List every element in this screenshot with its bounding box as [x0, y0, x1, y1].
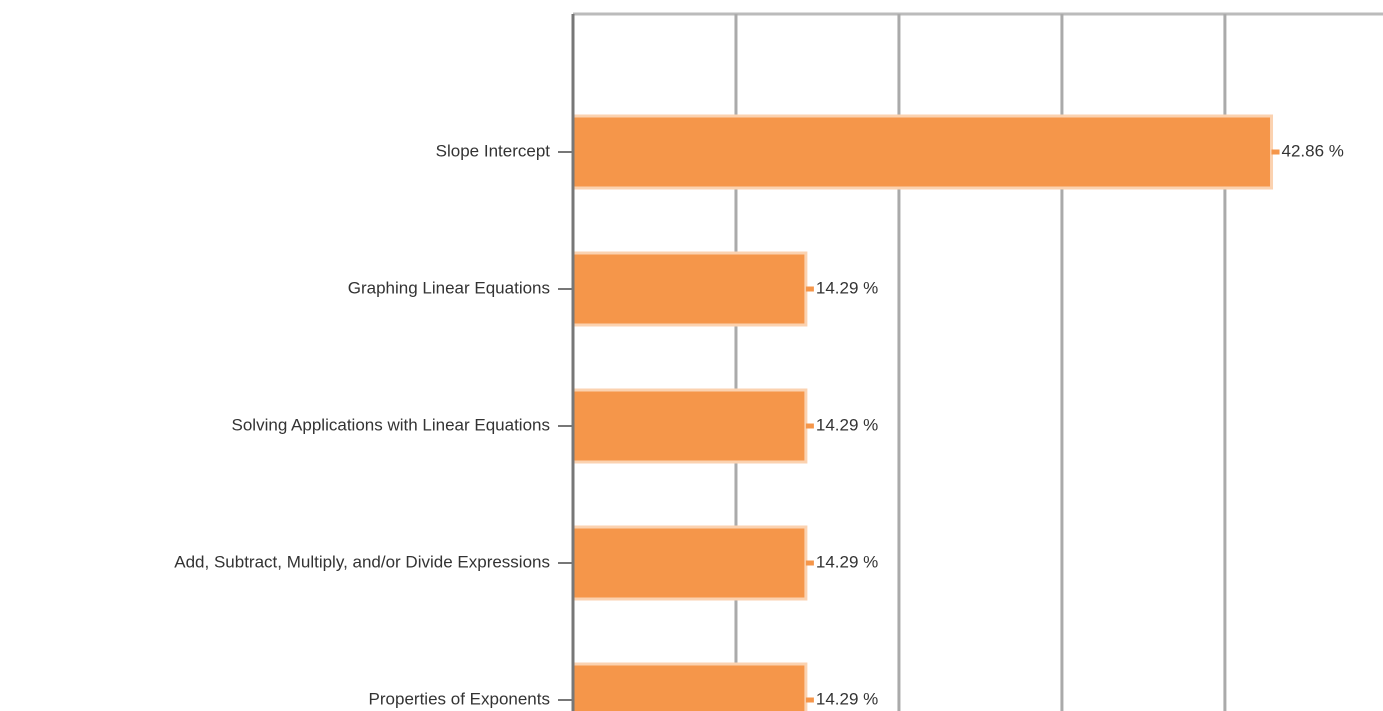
y-tick-label: Solving Applications with Linear Equatio…: [232, 415, 550, 434]
y-tick-label: Slope Intercept: [436, 141, 551, 160]
y-tick-label: Graphing Linear Equations: [348, 278, 550, 297]
y-tick-label: Properties of Exponents: [369, 689, 550, 708]
value-label: 14.29 %: [816, 415, 878, 434]
value-label: 14.29 %: [816, 552, 878, 571]
value-label: 14.29 %: [816, 278, 878, 297]
value-label: 42.86 %: [1282, 141, 1344, 160]
y-tick-label: Add, Subtract, Multiply, and/or Divide E…: [174, 552, 550, 571]
value-label: 14.29 %: [816, 689, 878, 708]
bar: [571, 251, 808, 327]
bar: [571, 114, 1274, 190]
bar: [571, 662, 808, 711]
bar: [571, 388, 808, 464]
bar: [571, 525, 808, 601]
